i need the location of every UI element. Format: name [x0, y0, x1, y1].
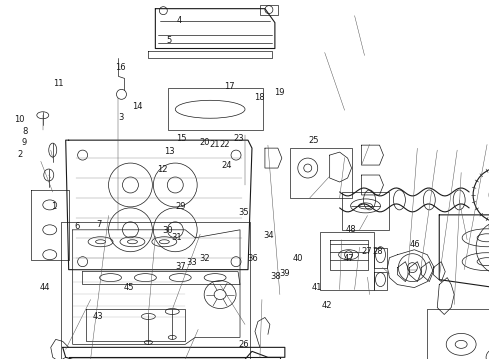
Text: 29: 29 [175, 202, 186, 211]
Text: 22: 22 [219, 140, 230, 149]
Text: 16: 16 [115, 63, 126, 72]
Text: 5: 5 [167, 36, 172, 45]
Bar [61, 222, 250, 360]
Text: 31: 31 [172, 233, 182, 242]
Bar [168, 88, 263, 130]
Text: 45: 45 [123, 283, 134, 292]
Text: 6: 6 [74, 222, 79, 231]
Text: 3: 3 [118, 113, 123, 122]
Text: 18: 18 [254, 93, 265, 102]
Text: 8: 8 [23, 127, 28, 136]
Text: 44: 44 [40, 283, 50, 292]
Text: 42: 42 [322, 301, 332, 310]
Text: 24: 24 [221, 161, 232, 170]
Text: 37: 37 [175, 262, 186, 271]
Text: 47: 47 [343, 255, 354, 264]
Text: 40: 40 [293, 255, 303, 264]
Text: 23: 23 [234, 134, 245, 143]
Text: 46: 46 [410, 240, 420, 249]
Text: 19: 19 [274, 87, 284, 96]
Text: 17: 17 [224, 82, 235, 91]
Text: 11: 11 [53, 79, 64, 88]
Text: 32: 32 [199, 255, 210, 264]
Text: 25: 25 [308, 136, 318, 145]
Text: 28: 28 [372, 247, 383, 256]
Text: 48: 48 [346, 225, 357, 234]
Bar [260, 5, 278, 15]
Text: 13: 13 [164, 147, 174, 156]
Text: 36: 36 [247, 255, 258, 264]
Text: 43: 43 [92, 312, 103, 321]
Text: 27: 27 [362, 247, 372, 256]
Text: 41: 41 [312, 283, 322, 292]
Text: 33: 33 [186, 258, 196, 267]
Text: 21: 21 [210, 140, 220, 149]
Text: 2: 2 [18, 150, 23, 159]
Text: 10: 10 [14, 114, 24, 123]
Text: 26: 26 [239, 341, 249, 350]
Bar [342, 192, 390, 230]
Text: 9: 9 [22, 138, 27, 147]
Text: 14: 14 [132, 102, 143, 111]
Bar [319, 232, 374, 289]
Text: 35: 35 [239, 208, 249, 217]
Bar [290, 148, 352, 198]
Text: 38: 38 [270, 272, 281, 281]
Text: 34: 34 [263, 231, 274, 240]
Text: 39: 39 [280, 269, 291, 278]
Text: 15: 15 [176, 134, 187, 143]
Text: 30: 30 [163, 226, 173, 235]
Text: 20: 20 [200, 138, 210, 147]
Text: 4: 4 [176, 16, 182, 25]
Text: 1: 1 [51, 202, 56, 211]
Text: 7: 7 [96, 220, 101, 229]
Bar [427, 310, 490, 360]
Text: 12: 12 [157, 165, 167, 174]
